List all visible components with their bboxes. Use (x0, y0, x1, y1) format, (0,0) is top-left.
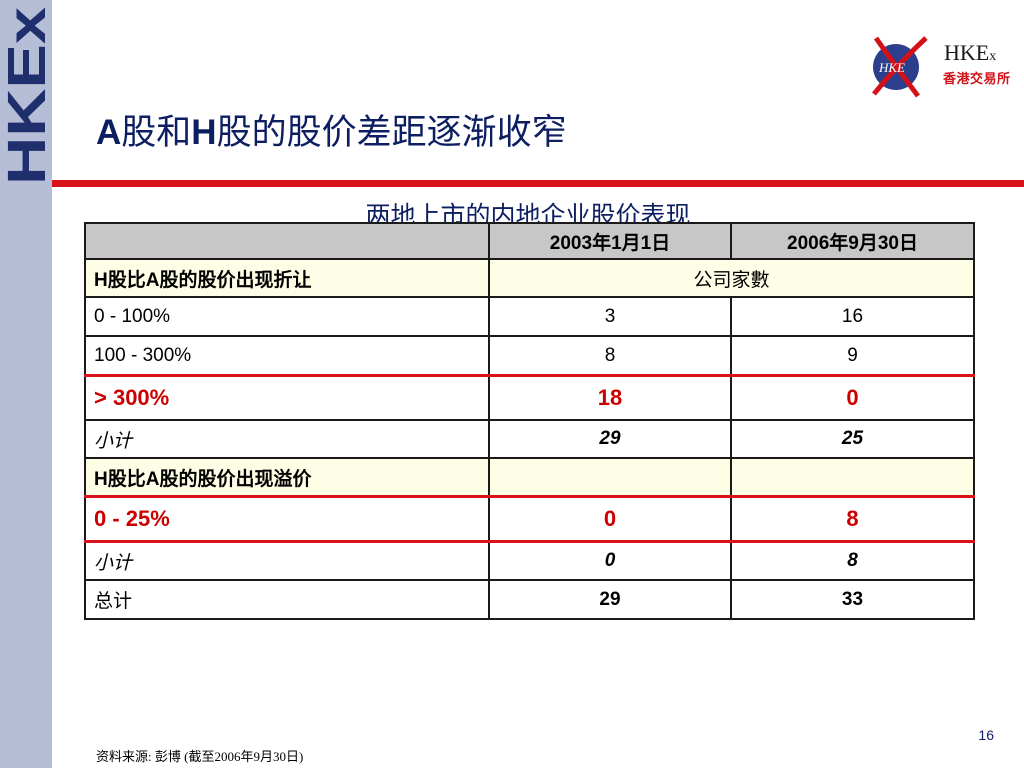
row-value-2006: 8 (730, 495, 975, 543)
header-date-2003: 2003年1月1日 (488, 222, 732, 260)
logo-badge-text: HKE (878, 60, 905, 75)
subtotal-2003: 0 (488, 540, 732, 581)
section-discount-row: H股比A股的股价出现折让 公司家數 (84, 258, 975, 298)
section-premium-label: H股比A股的股价出现溢价 (84, 457, 490, 498)
hkex-sidebar-logo: HKEx (0, 7, 52, 185)
row-label: 100 - 300% (84, 335, 490, 377)
title-h: H (191, 113, 217, 152)
page-number: 16 (978, 727, 994, 743)
section-premium-empty-2003 (488, 457, 732, 498)
hkex-sidebar-text: HKEx (0, 7, 52, 185)
subtotal-label: 小计 (84, 540, 490, 581)
table-header-row: 2003年1月1日 2006年9月30日 (84, 222, 975, 260)
row-value-2003: 18 (488, 374, 732, 421)
row-label: 0 - 100% (84, 296, 490, 337)
subtotal-2006: 8 (730, 540, 975, 581)
title-rest: 股的股价差距逐渐收窄 (216, 113, 567, 152)
logo-name: HKEx (944, 40, 996, 66)
hkex-logo-icon: HKE (872, 36, 928, 98)
logo-name-suffix: x (989, 49, 997, 64)
subtotal-row: 小计 29 25 (84, 419, 975, 459)
price-gap-table: 2003年1月1日 2006年9月30日 H股比A股的股价出现折让 公司家數 0… (84, 222, 975, 620)
highlight-row: 0 - 25% 0 8 (84, 495, 975, 543)
subtotal-2003: 29 (488, 419, 732, 459)
row-label: > 300% (84, 374, 490, 421)
total-2006: 33 (730, 579, 975, 620)
total-2003: 29 (488, 579, 732, 620)
table-row: 100 - 300% 8 9 (84, 335, 975, 377)
row-value-2003: 0 (488, 495, 732, 543)
section-discount-label: H股比A股的股价出现折让 (84, 258, 490, 298)
total-label: 总计 (84, 579, 490, 620)
source-footnote: 资料来源: 彭博 (截至2006年9月30日) (96, 749, 304, 764)
row-value-2006: 9 (730, 335, 975, 377)
table-row: 0 - 100% 3 16 (84, 296, 975, 337)
section-premium-empty-2006 (730, 457, 975, 498)
row-value-2006: 0 (730, 374, 975, 421)
logo-name-main: HKE (944, 40, 990, 65)
title-a: A (96, 113, 122, 152)
subtotal-row: 小计 0 8 (84, 540, 975, 581)
row-value-2003: 8 (488, 335, 732, 377)
header-date-2006: 2006年9月30日 (730, 222, 975, 260)
highlight-row: > 300% 18 0 (84, 374, 975, 421)
company-count-label: 公司家數 (488, 258, 975, 298)
slide-title: A股和H股的股价差距逐渐收窄 (96, 104, 567, 155)
sidebar-band: HKEx (0, 0, 52, 768)
row-label: 0 - 25% (84, 495, 490, 543)
section-premium-row: H股比A股的股价出现溢价 (84, 457, 975, 498)
row-value-2006: 16 (730, 296, 975, 337)
row-value-2003: 3 (488, 296, 732, 337)
title-divider (52, 180, 1024, 187)
logo-chinese-name: 香港交易所 (943, 72, 1011, 87)
header-blank (84, 222, 490, 260)
title-mid: 股和 (121, 113, 192, 152)
subtotal-label: 小计 (84, 419, 490, 459)
subtotal-2006: 25 (730, 419, 975, 459)
total-row: 总计 29 33 (84, 579, 975, 620)
